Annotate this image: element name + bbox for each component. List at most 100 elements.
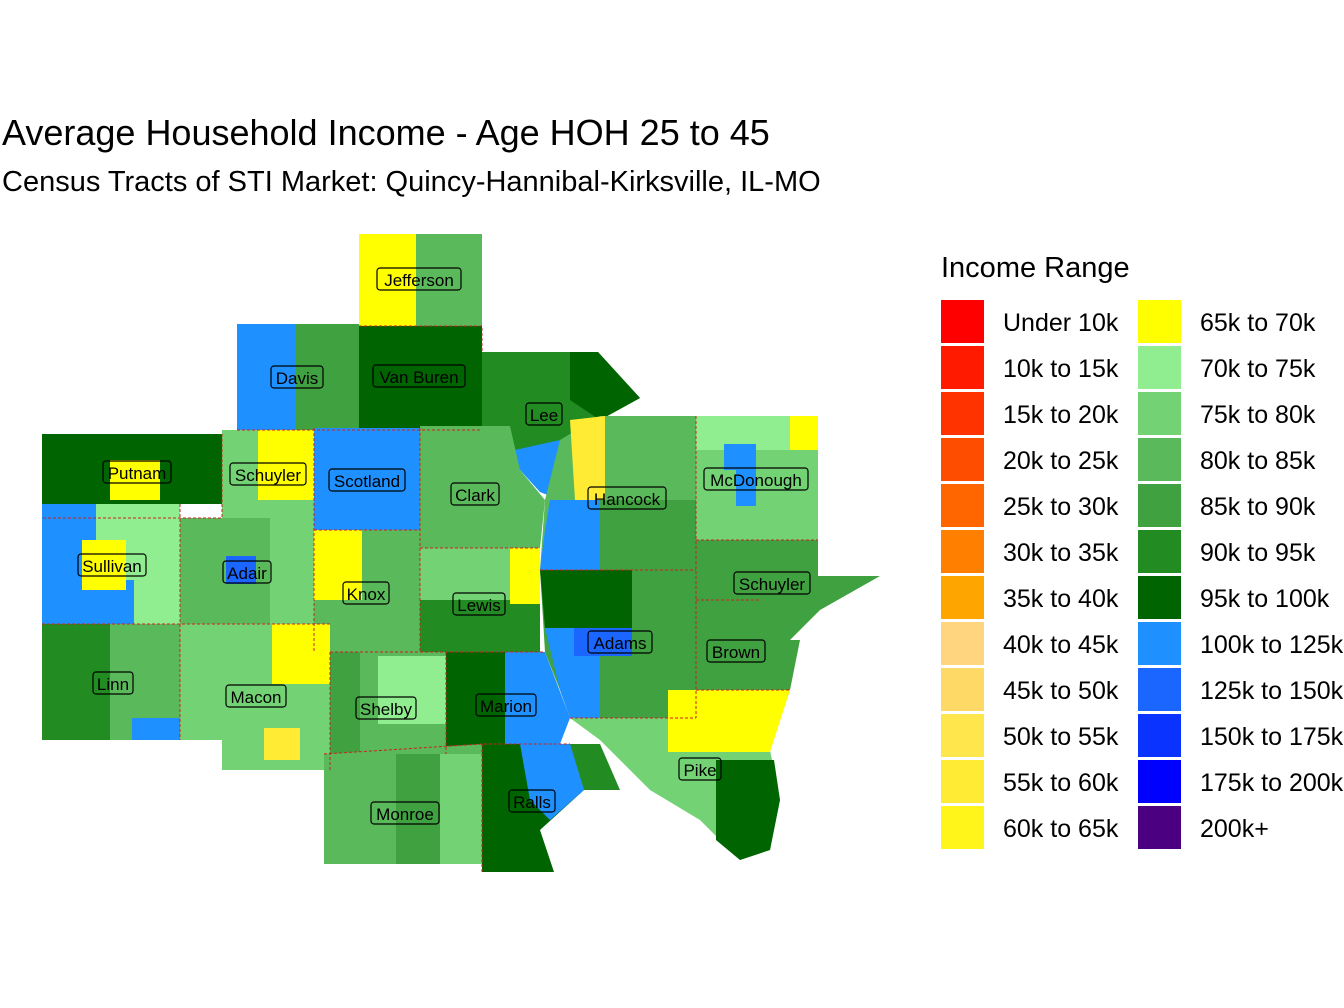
tract — [520, 744, 584, 820]
legend-label: 10k to 15k — [1003, 355, 1119, 383]
legend-swatch — [1138, 484, 1181, 527]
svg-text:Ralls: Ralls — [513, 793, 551, 812]
legend-swatch — [941, 714, 984, 757]
svg-text:Scotland: Scotland — [334, 472, 400, 491]
county-label-adair: Adair — [222, 560, 272, 584]
svg-text:Linn: Linn — [97, 675, 129, 694]
tract — [668, 690, 790, 752]
tract — [790, 416, 818, 450]
county-borders — [42, 325, 818, 872]
legend-label: 90k to 95k — [1200, 539, 1316, 567]
tract — [272, 624, 330, 684]
legend-label: 15k to 20k — [1003, 401, 1119, 429]
choropleth-map: Jefferson Davis Van Buren Lee Putnam Sch… — [42, 234, 880, 872]
county-label-knox: Knox — [342, 581, 390, 605]
tract — [570, 416, 605, 508]
legend-label: 40k to 45k — [1003, 631, 1119, 659]
svg-text:Jefferson: Jefferson — [384, 271, 454, 290]
legend-swatch — [941, 346, 984, 389]
tract — [416, 234, 482, 326]
county-label-linn: Linn — [92, 671, 134, 695]
legend-swatch — [941, 438, 984, 481]
county-label-hancock: Hancock — [587, 486, 667, 510]
county-label-sullivan: Sullivan — [77, 553, 147, 577]
county-label-mcdonough: McDonough — [703, 467, 809, 491]
tract — [440, 754, 482, 864]
legend-swatch — [941, 300, 984, 343]
tract — [82, 540, 126, 590]
tract — [420, 426, 545, 548]
county-label-putnam: Putnam — [102, 460, 172, 484]
county-label-van-buren: Van Buren — [372, 364, 466, 388]
svg-text:Lewis: Lewis — [457, 596, 500, 615]
legend-swatch — [941, 484, 984, 527]
svg-text:Van Buren: Van Buren — [379, 368, 458, 387]
svg-text:Pike: Pike — [683, 761, 716, 780]
tract — [420, 600, 540, 652]
legend-swatch — [1138, 714, 1181, 757]
legend-swatch — [941, 760, 984, 803]
legend-label: 125k to 150k — [1200, 677, 1344, 705]
tract — [716, 760, 780, 860]
svg-text:Adair: Adair — [227, 564, 267, 583]
tract — [330, 652, 360, 770]
legend-label: 35k to 40k — [1003, 585, 1119, 613]
legend-swatch — [941, 392, 984, 435]
county-label-adams: Adams — [587, 630, 653, 654]
county-label-monroe: Monroe — [370, 801, 440, 825]
map-subtitle: Census Tracts of STI Market: Quincy-Hann… — [2, 166, 821, 198]
county-label-schuyler-mo: Schuyler — [229, 462, 307, 486]
tract — [237, 324, 296, 430]
legend-swatch — [941, 530, 984, 573]
tract — [96, 504, 180, 624]
tract — [296, 324, 359, 430]
tract — [540, 570, 632, 628]
legend-swatch — [1138, 622, 1181, 665]
legend-swatch — [1138, 668, 1181, 711]
svg-text:McDonough: McDonough — [710, 471, 802, 490]
tract — [600, 500, 696, 570]
legend-label: 60k to 65k — [1003, 815, 1119, 843]
legend-swatch — [1138, 806, 1181, 849]
legend-label: 50k to 55k — [1003, 723, 1119, 751]
county-label-shelby: Shelby — [355, 696, 417, 720]
tract — [510, 548, 540, 604]
legend-label: 75k to 80k — [1200, 401, 1316, 429]
tract — [396, 754, 440, 864]
legend-swatch — [1138, 576, 1181, 619]
svg-text:Schuyler: Schuyler — [739, 575, 805, 594]
tract — [696, 416, 790, 450]
svg-text:Lee: Lee — [530, 406, 558, 425]
svg-text:Adams: Adams — [594, 634, 647, 653]
county-label-ralls: Ralls — [508, 789, 556, 813]
county-label-brown: Brown — [706, 639, 766, 663]
legend-label: 65k to 70k — [1200, 309, 1316, 337]
legend-label: 95k to 100k — [1200, 585, 1330, 613]
tract — [696, 540, 880, 640]
legend-swatch — [1138, 300, 1181, 343]
tract — [132, 718, 180, 740]
tract — [110, 460, 160, 500]
svg-text:Monroe: Monroe — [376, 805, 434, 824]
county-label-macon: Macon — [225, 684, 287, 708]
county-label-jefferson: Jefferson — [376, 267, 462, 291]
tract — [570, 744, 620, 790]
legend-swatch — [941, 668, 984, 711]
legend-label: 100k to 125k — [1200, 631, 1344, 659]
tract-layer — [42, 234, 880, 872]
svg-text:Sullivan: Sullivan — [82, 557, 142, 576]
county-label-lewis: Lewis — [452, 592, 506, 616]
svg-text:Macon: Macon — [230, 688, 281, 707]
tract — [226, 556, 256, 584]
legend-swatch — [1138, 760, 1181, 803]
svg-text:Marion: Marion — [480, 697, 532, 716]
county-label-marion: Marion — [475, 693, 537, 717]
county-label-pike: Pike — [678, 757, 722, 781]
tract — [42, 624, 110, 740]
svg-text:Schuyler: Schuyler — [235, 466, 301, 485]
tract — [180, 518, 270, 624]
legend-label: 70k to 75k — [1200, 355, 1316, 383]
legend-label: 55k to 60k — [1003, 769, 1119, 797]
tract — [359, 234, 416, 326]
county-label-schuyler-il: Schuyler — [733, 571, 811, 595]
